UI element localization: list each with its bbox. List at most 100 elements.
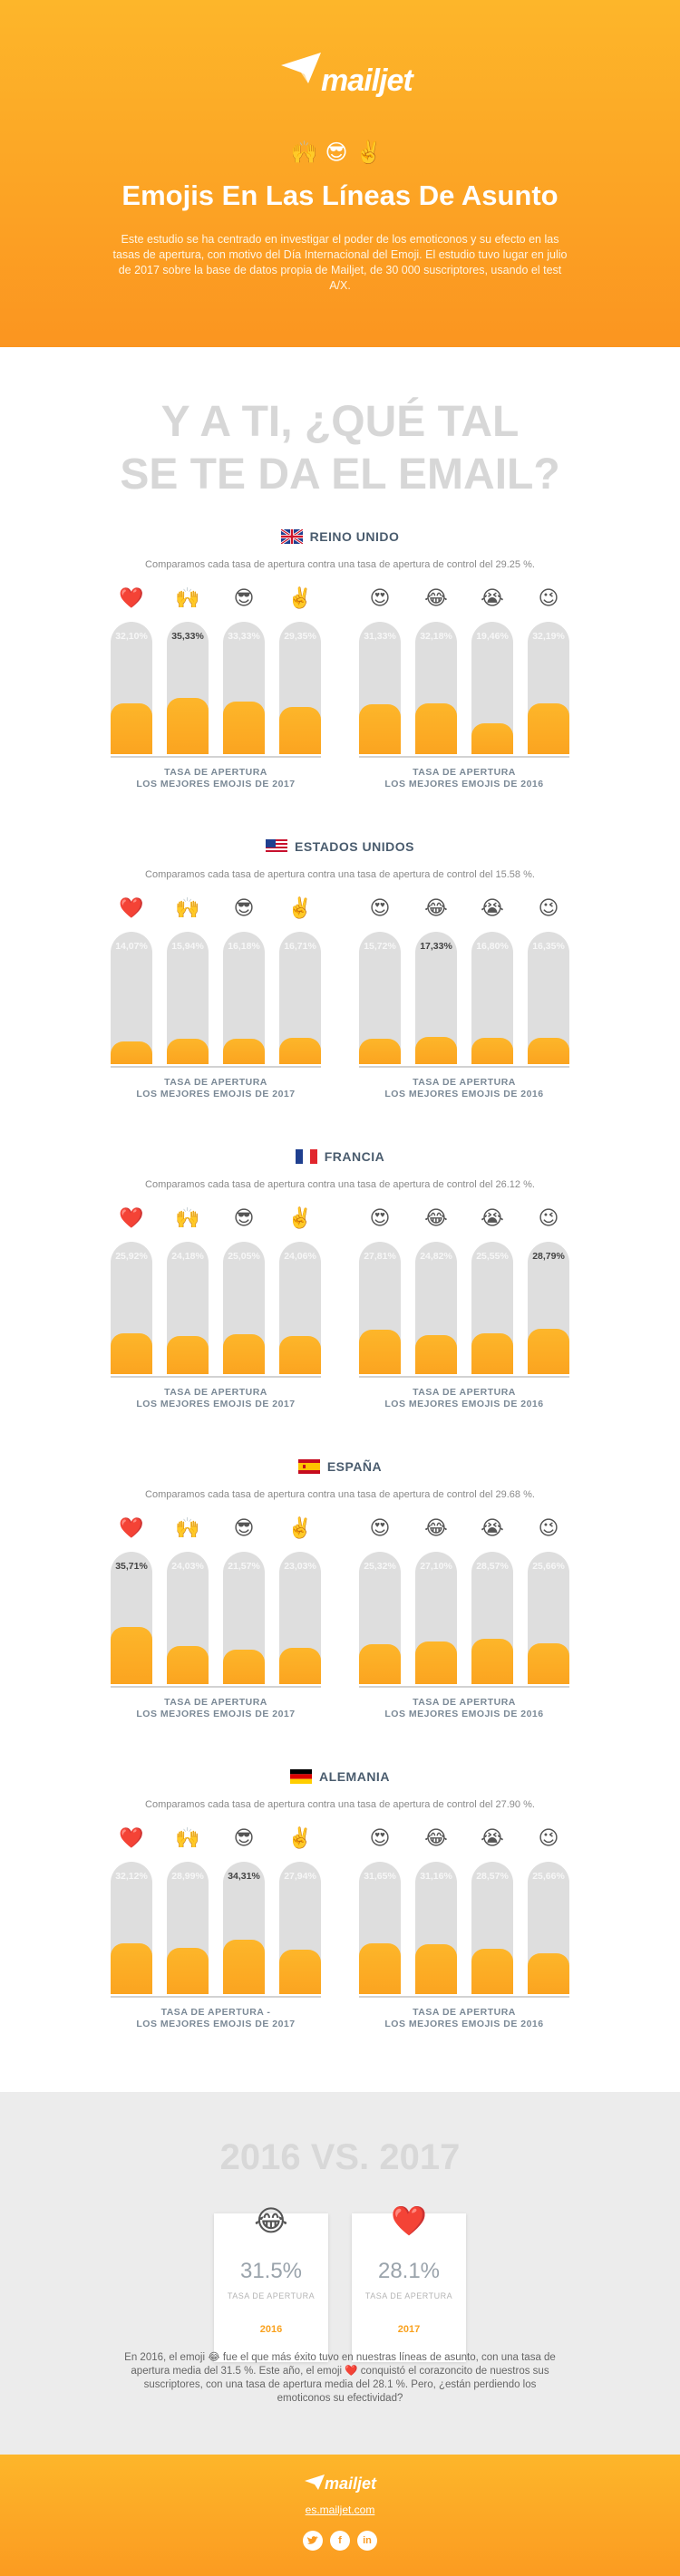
intro-text: Este estudio se ha centrado en investiga… (112, 233, 568, 292)
bar-value-label: 17,33% (420, 941, 452, 952)
heart-icon: ❤️ (391, 2204, 427, 2237)
card-2016: 😂 31.5% TASA DE APERTURA 2016 (214, 2204, 328, 2362)
bar-column: ✌️ 27,94% (279, 1825, 321, 1994)
france-flag-icon (295, 1149, 317, 1164)
bar-value-label: 27,10% (420, 1561, 452, 1572)
chart-baseline (359, 1066, 569, 1068)
bar-column: 🙌 35,33% (167, 586, 209, 754)
bar-column: 😍 31,33% (359, 586, 401, 754)
linkedin-icon[interactable]: in (357, 2531, 377, 2551)
winking-face-icon: 😉 (538, 1206, 559, 1229)
heart-eyes-icon: 😍 (369, 1206, 391, 1229)
footer-logo-text: mailjet (325, 2474, 377, 2493)
bar-fill (471, 1038, 513, 1064)
card-value: 28.1% (377, 2259, 441, 2283)
country-title: ESPAÑA (0, 1459, 680, 1474)
bar-track: 27,10% (415, 1552, 457, 1684)
heart-eyes-icon: 😍 (369, 1826, 391, 1849)
chart-label-line-1: TASA DE APERTURA (413, 767, 516, 778)
country-subtitle: Comparamos cada tasa de apertura contra … (145, 869, 535, 880)
bar-track: 35,71% (111, 1552, 152, 1684)
chart-group-2017: ❤️ 25,92% 🙌 24,18% 😎 25,05% ✌️ 24,06% TASA DE AP… (111, 1206, 321, 1432)
bar-fill (528, 1953, 569, 1994)
heart-eyes-icon: 😍 (369, 896, 391, 919)
chart-group-2017: ❤️ 14,07% 🙌 15,94% 😎 16,18% ✌️ 16,71% TASA DE AP… (111, 896, 321, 1122)
bar-fill (359, 1644, 401, 1684)
footer-logo[interactable]: mailjet (305, 2473, 377, 2496)
bar-value-label: 24,18% (171, 1251, 204, 1262)
bar-track: 16,18% (223, 932, 265, 1064)
bar-value-label: 32,12% (115, 1871, 148, 1882)
bar-column: ✌️ 23,03% (279, 1516, 321, 1684)
tears-of-joy-icon: 😂 (424, 1826, 448, 1849)
chart-label-line-2: LOS MEJORES EMOJIS DE 2017 (136, 1399, 296, 1409)
bar-track: 24,82% (415, 1242, 457, 1374)
bar-track: 31,33% (359, 622, 401, 754)
heart-icon: ❤️ (119, 1516, 144, 1539)
bar-fill (359, 1039, 401, 1064)
chart-label-line-2: LOS MEJORES EMOJIS DE 2016 (384, 1089, 544, 1099)
bar-column: 😉 25,66% (528, 1825, 569, 1994)
footer-url-link[interactable]: es.mailjet.com (305, 2503, 375, 2516)
bar-fill (471, 1333, 513, 1374)
chart-baseline (111, 1686, 321, 1688)
chart-label-line-2: LOS MEJORES EMOJIS DE 2016 (384, 779, 544, 789)
victory-hand-icon: ✌️ (287, 1206, 313, 1229)
winking-face-icon: 😉 (538, 896, 559, 919)
chart-label: TASA DE APERTURA LOS MEJORES EMOJIS DE 20… (359, 2007, 569, 2030)
bar-fill (223, 1334, 265, 1374)
chart-group-2017: ❤️ 32,10% 🙌 35,33% 😎 33,33% ✌️ 29,35% TASA DE AP… (111, 586, 321, 812)
sunglasses-face-icon: 😎 (233, 1826, 255, 1849)
country-section: ESPAÑA Comparamos cada tasa de apertura c… (0, 1459, 680, 1749)
comparison-text: En 2016, el emoji 😂 fue el que más éxito… (124, 2352, 556, 2404)
bar-fill (167, 1336, 209, 1374)
bar-value-label: 15,94% (171, 941, 204, 952)
bar-value-label: 25,32% (364, 1561, 396, 1572)
chart-label-line-1: TASA DE APERTURA (413, 2007, 516, 2018)
bar-fill (471, 723, 513, 754)
chart-label-line-2: LOS MEJORES EMOJIS DE 2017 (136, 2019, 296, 2029)
bar-fill (415, 1037, 457, 1064)
chart-label: TASA DE APERTURA LOS MEJORES EMOJIS DE 20… (111, 1697, 321, 1720)
facebook-icon[interactable]: f (330, 2531, 350, 2551)
country-name: FRANCIA (324, 1149, 385, 1164)
bar-column: ✌️ 29,35% (279, 586, 321, 754)
bar-value-label: 31,33% (364, 631, 396, 642)
chart-label-line-1: TASA DE APERTURA (413, 1077, 516, 1088)
bar-value-label: 27,94% (284, 1871, 316, 1882)
chart-label-line-2: LOS MEJORES EMOJIS DE 2016 (384, 2019, 544, 2029)
bar-fill (528, 1643, 569, 1684)
sunglasses-face-icon: 😎 (233, 896, 255, 919)
bar-column: ❤️ 32,10% (111, 586, 152, 754)
bar-fill (415, 1335, 457, 1374)
tears-of-joy-icon: 😂 (424, 586, 448, 609)
chart-baseline (359, 1996, 569, 1998)
bar-fill (111, 703, 152, 754)
chart-label: TASA DE APERTURA LOS MEJORES EMOJIS DE 20… (359, 1387, 569, 1410)
bar-value-label: 16,80% (476, 941, 509, 952)
bar-value-label: 16,35% (532, 941, 565, 952)
chart-group-2017: ❤️ 35,71% 🙌 24,03% 😎 21,57% ✌️ 23,03% TASA DE AP… (111, 1516, 321, 1742)
chart-label: TASA DE APERTURA LOS MEJORES EMOJIS DE 20… (111, 1387, 321, 1410)
paper-plane-icon (281, 53, 321, 83)
bar-value-label: 29,35% (284, 631, 316, 642)
chart-label-line-1: TASA DE APERTURA (164, 767, 267, 778)
bar-column: ✌️ 24,06% (279, 1206, 321, 1374)
bar-column: 😭 25,55% (471, 1206, 513, 1374)
heart-icon: ❤️ (119, 896, 144, 919)
victory-hand-icon: ✌️ (287, 586, 313, 609)
bar-track: 28,79% (528, 1242, 569, 1374)
bar-fill (471, 1949, 513, 1994)
bar-value-label: 35,33% (171, 631, 204, 642)
bar-column: 😍 27,81% (359, 1206, 401, 1374)
card-year: 2016 (259, 2324, 283, 2335)
mailjet-logo[interactable]: mailjet (281, 53, 413, 98)
bar-value-label: 32,18% (420, 631, 452, 642)
bar-column: 😎 25,05% (223, 1206, 265, 1374)
bar-track: 35,33% (167, 622, 209, 754)
bar-fill (471, 1639, 513, 1684)
germany-flag-icon (290, 1769, 313, 1784)
twitter-icon[interactable] (303, 2531, 323, 2551)
bar-fill (415, 1641, 457, 1684)
chart-baseline (111, 756, 321, 758)
